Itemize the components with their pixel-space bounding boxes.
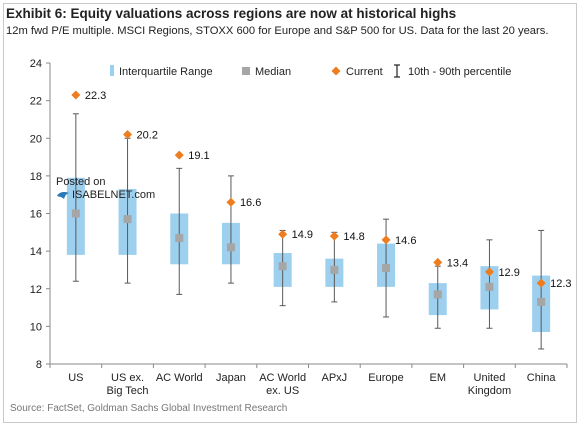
current-marker: [433, 257, 443, 267]
current-value-label: 13.4: [447, 257, 468, 269]
category-label: APxJ: [322, 372, 348, 384]
category-label: Europe: [368, 372, 403, 384]
current-value-label: 12.3: [550, 278, 571, 290]
watermark-line2: ISABELNET.com: [72, 189, 156, 201]
legend-current-label: Current: [346, 66, 383, 78]
median-marker: [278, 262, 287, 271]
y-tick-label: 22: [30, 96, 42, 108]
current-value-label: 20.2: [137, 129, 158, 141]
category-label: Kingdom: [468, 385, 511, 397]
current-marker: [329, 231, 339, 241]
category-label: China: [527, 372, 557, 384]
legend-median-swatch: [242, 67, 250, 75]
category-label: Big Tech: [107, 385, 149, 397]
current-value-label: 12.9: [498, 267, 519, 279]
current-marker: [123, 129, 133, 139]
current-value-label: 19.1: [188, 150, 209, 162]
current-marker: [174, 150, 184, 160]
legend-iqr-label: Interquartile Range: [119, 66, 213, 78]
category-label: ex. US: [266, 385, 299, 397]
median-marker: [71, 209, 80, 218]
median-marker: [433, 290, 442, 299]
legend-median-label: Median: [255, 66, 291, 78]
y-tick-label: 24: [30, 58, 42, 70]
category-label: AC World: [259, 372, 306, 384]
current-value-label: 14.6: [395, 235, 416, 247]
source-note: Source: FactSet, Goldman Sachs Global In…: [10, 403, 288, 414]
median-marker: [537, 297, 546, 306]
watermark-line1: Posted on: [56, 176, 106, 188]
category-label: US: [68, 372, 83, 384]
category-label: US ex.: [111, 372, 144, 384]
current-value-label: 16.6: [240, 197, 261, 209]
category-label: AC World: [156, 372, 203, 384]
current-marker: [536, 278, 546, 288]
y-tick-label: 14: [30, 246, 42, 258]
median-marker: [226, 243, 235, 252]
current-value-label: 14.8: [343, 231, 364, 243]
median-marker: [382, 264, 391, 273]
y-tick-label: 12: [30, 284, 42, 296]
current-marker: [226, 197, 236, 207]
legend-iqr-swatch: [110, 65, 114, 76]
y-tick-label: 18: [30, 171, 42, 183]
y-tick-label: 20: [30, 133, 42, 145]
y-tick-label: 8: [36, 359, 42, 371]
y-tick-label: 10: [30, 321, 42, 333]
current-value-label: 22.3: [85, 90, 106, 102]
current-value-label: 14.9: [292, 229, 313, 241]
median-marker: [485, 282, 494, 291]
y-tick-label: 16: [30, 209, 42, 221]
chart-title: Exhibit 6: Equity valuations across regi…: [6, 6, 457, 21]
current-marker: [381, 235, 391, 245]
legend-whisker-label: 10th - 90th percentile: [408, 66, 511, 78]
category-label: Japan: [216, 372, 246, 384]
legend-current-swatch: [331, 66, 341, 76]
current-marker: [278, 229, 288, 239]
median-marker: [330, 265, 339, 274]
figure-frame: [3, 3, 577, 423]
median-marker: [123, 215, 132, 224]
current-marker: [484, 267, 494, 277]
category-label: United: [474, 372, 506, 384]
median-marker: [175, 233, 184, 242]
chart-subtitle: 12m fwd P/E multiple. MSCI Regions, STOX…: [6, 25, 549, 37]
bird-icon: [57, 192, 69, 199]
category-label: EM: [430, 372, 447, 384]
current-marker: [71, 90, 81, 100]
watermark: Posted on ISABELNET.com: [56, 176, 155, 201]
